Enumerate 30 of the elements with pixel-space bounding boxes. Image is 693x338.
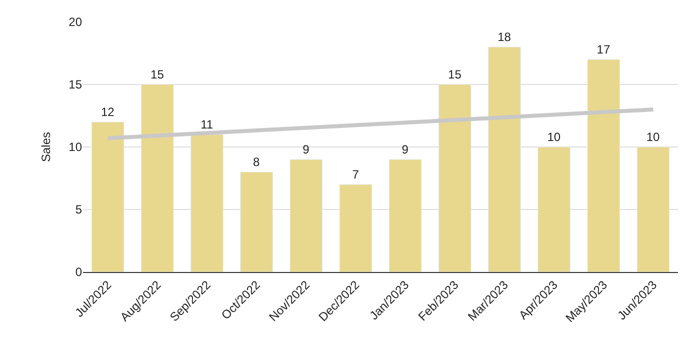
bar: [91, 122, 124, 272]
bar: [290, 159, 322, 272]
data-label: 7: [352, 168, 360, 182]
data-label: 15: [150, 68, 164, 82]
data-label: 11: [200, 118, 214, 132]
bar: [339, 184, 372, 272]
data-label: 8: [253, 155, 260, 169]
bar: [488, 46, 521, 272]
y-tick-label: 10: [68, 140, 82, 154]
data-label: 9: [302, 142, 310, 156]
y-axis-title: Sales: [38, 132, 53, 162]
bar: [538, 146, 570, 272]
y-tick-label: 0: [75, 265, 82, 280]
y-tick-label: 20: [68, 15, 82, 30]
bar: [636, 146, 670, 272]
bar: [190, 134, 224, 272]
y-tick-label: 15: [68, 78, 82, 92]
bar: [438, 84, 472, 272]
data-label: 10: [547, 130, 561, 144]
bar: [388, 159, 422, 272]
data-label: 9: [402, 142, 409, 156]
bar: [587, 59, 620, 272]
data-label: 10: [646, 130, 660, 144]
bar: [240, 172, 273, 272]
bar: [141, 84, 174, 272]
data-label: 12: [100, 105, 115, 119]
data-label: 17: [596, 42, 610, 56]
y-tick-label: 5: [75, 202, 82, 217]
data-label: 15: [448, 68, 462, 82]
data-label: 18: [498, 30, 512, 44]
